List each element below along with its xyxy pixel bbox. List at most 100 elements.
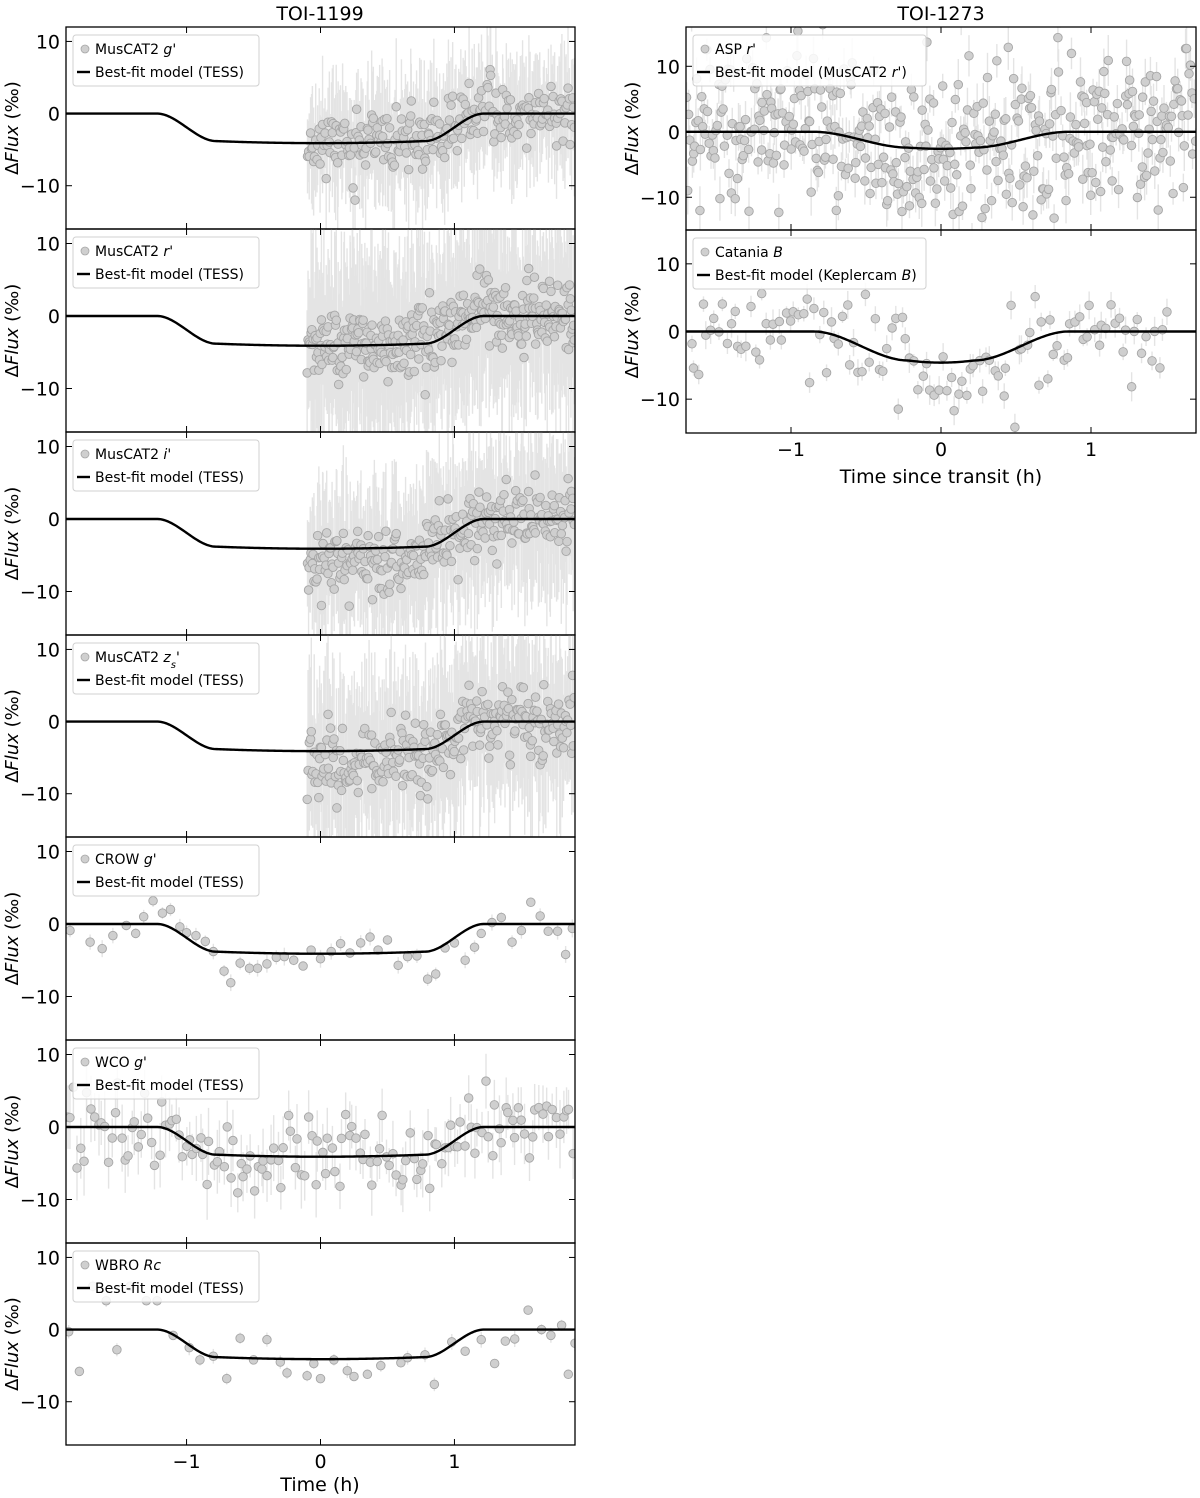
data-point [509, 1334, 520, 1344]
data-point [904, 201, 915, 211]
data-point [528, 293, 539, 303]
data-point [570, 1338, 575, 1349]
data-point [500, 1336, 511, 1346]
data-point [386, 707, 396, 718]
y-axis-label: ΔFlux (‰) [2, 1297, 23, 1391]
data-point [949, 405, 959, 416]
data-point [526, 897, 536, 908]
data-point [1008, 73, 1019, 84]
data-point [335, 938, 346, 949]
y-axis-label: ΔFlux (‰) [2, 81, 23, 175]
data-point [710, 153, 720, 163]
data-point [1000, 114, 1011, 124]
data-point [513, 1103, 524, 1113]
x-tick-label: 0 [935, 439, 947, 461]
data-point [191, 930, 201, 941]
data-point [448, 133, 459, 144]
data-point [695, 144, 706, 155]
data-point [1079, 118, 1090, 129]
legend: Catania B Best-fit model (Keplercam B) [692, 237, 927, 290]
data-point [445, 1120, 456, 1130]
data-point [999, 391, 1009, 401]
data-point [977, 212, 987, 223]
legend: MusCAT2 g' Best-fit model (TESS) [72, 34, 260, 87]
data-point [753, 157, 763, 167]
legend-data-label: ASP r' [715, 42, 756, 58]
data-point [177, 1152, 188, 1162]
x-tick-label: 0 [314, 1451, 326, 1473]
data-point [1091, 177, 1101, 188]
data-point [563, 1104, 574, 1115]
data-point [456, 753, 466, 764]
legend-model-label: Best-fit model (TESS) [95, 65, 244, 81]
y-tick-label: 10 [36, 842, 60, 864]
data-point [464, 680, 474, 691]
data-point [362, 574, 373, 584]
data-point [262, 1170, 272, 1181]
data-point [1013, 116, 1024, 126]
legend-marker [80, 854, 90, 864]
data-point [947, 117, 957, 128]
data-point [1114, 313, 1125, 323]
data-point [864, 121, 874, 131]
data-point [957, 201, 968, 211]
data-point [337, 723, 348, 734]
data-point [1134, 110, 1144, 120]
data-point [312, 530, 323, 541]
data-point [1034, 116, 1045, 126]
data-point [449, 746, 459, 757]
data-point [474, 487, 484, 497]
legend-box [72, 236, 260, 289]
data-point [458, 745, 469, 755]
data-point [730, 193, 740, 204]
data-point [1063, 168, 1074, 179]
data-point [393, 960, 403, 971]
data-point [741, 341, 751, 352]
data-point [472, 543, 483, 554]
y-axis-label: ΔFlux (‰) [622, 285, 643, 379]
panel-6: −10 0 10 ΔFlux (‰) WCO g' Best-fit model (TES… [2, 1039, 576, 1244]
data-point [429, 1379, 440, 1390]
data-point [503, 687, 513, 697]
data-point [858, 107, 868, 117]
data-point [292, 1134, 302, 1144]
panel-5: −10 0 10 ΔFlux (‰) CROW g' Best-fit model (TE… [2, 836, 576, 1041]
data-point [984, 116, 995, 126]
data-point [478, 126, 489, 137]
data-point [837, 311, 848, 322]
data-point [138, 912, 149, 922]
data-point [942, 385, 952, 396]
data-point [1006, 300, 1016, 311]
data-point [311, 1180, 321, 1190]
data-point [367, 595, 378, 605]
data-point [518, 495, 528, 506]
legend-data-label: Catania B [715, 245, 783, 261]
data-point [358, 372, 369, 382]
data-point [446, 100, 456, 110]
data-point [568, 741, 575, 751]
data-point [443, 494, 453, 504]
data-point [76, 1143, 86, 1154]
y-axis-label: ΔFlux (‰) [622, 82, 643, 176]
data-point [857, 366, 867, 377]
data-point [928, 98, 939, 108]
left-x-axis-label: Time (h) [279, 1474, 359, 1496]
data-point [341, 364, 352, 375]
data-point [469, 555, 480, 566]
data-point [539, 93, 549, 104]
data-point [957, 376, 967, 386]
data-point [367, 783, 377, 794]
data-point [332, 803, 342, 813]
data-point [1000, 363, 1011, 373]
data-point [402, 951, 413, 962]
data-point [918, 371, 929, 381]
data-point [196, 1133, 206, 1143]
legend: MusCAT2 i' Best-fit model (TESS) [72, 439, 260, 492]
data-point [322, 1133, 333, 1143]
data-point [524, 92, 534, 103]
data-point [1003, 42, 1014, 53]
legend: MusCAT2 r' Best-fit model (TESS) [72, 236, 260, 289]
data-point [306, 726, 317, 737]
y-tick-label: −10 [20, 176, 60, 198]
